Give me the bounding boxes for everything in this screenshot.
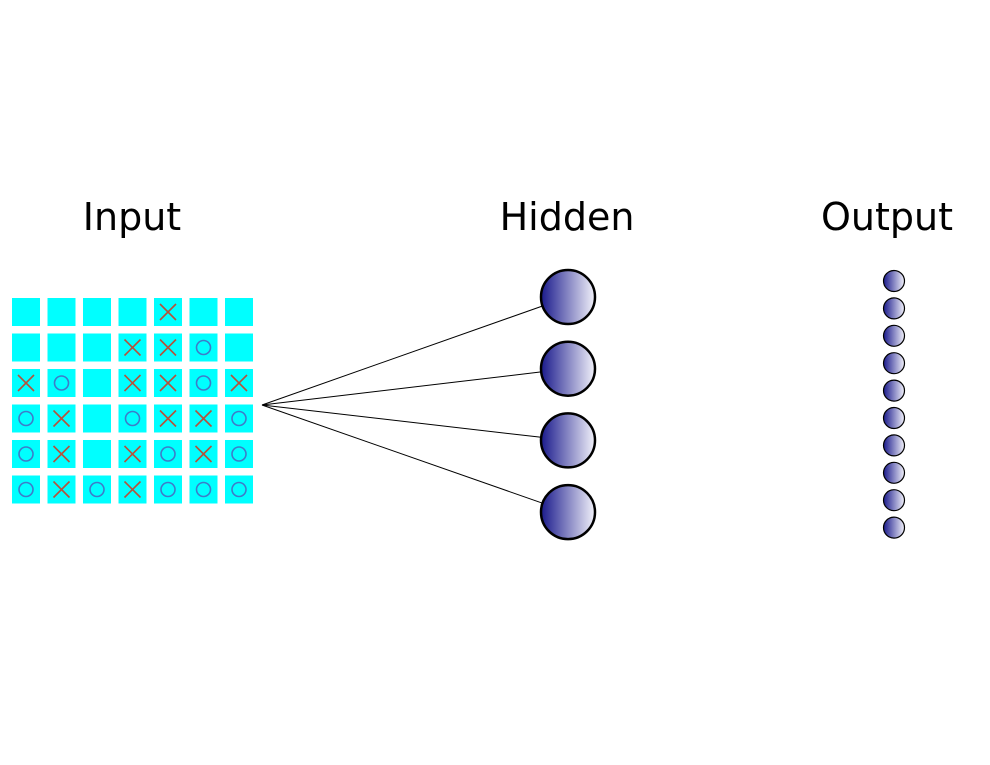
board-cell: [225, 369, 253, 397]
board-cell: [12, 369, 40, 397]
board-cell: [154, 440, 182, 468]
board-cell: [12, 404, 40, 433]
hidden-label: Hidden: [500, 195, 635, 239]
board-cell: [189, 333, 218, 362]
board-cell: [118, 369, 147, 397]
board-cell: [47, 440, 76, 468]
o-mark: [231, 410, 247, 427]
board-cell: [118, 333, 147, 362]
board-cell: [47, 333, 76, 362]
output-node: [882, 352, 906, 375]
board-cell: [118, 298, 147, 326]
x-mark: [52, 445, 71, 463]
output-node: [882, 489, 906, 512]
x-mark: [123, 338, 142, 357]
board-cell: [154, 404, 182, 433]
output-node: [882, 269, 906, 293]
board-cell: [83, 475, 111, 504]
output-node: [882, 406, 906, 430]
board-cell: [225, 404, 253, 433]
o-mark: [231, 481, 247, 498]
board-cell: [189, 440, 218, 468]
board-cell: [189, 404, 218, 433]
board-cell: [225, 475, 253, 504]
output-node: [882, 434, 906, 457]
board-cell: [47, 404, 76, 433]
board-cell: [154, 333, 182, 362]
board-cell: [118, 475, 147, 504]
hidden-node: [539, 340, 597, 397]
board-cell: [154, 475, 182, 504]
output-node: [882, 516, 906, 539]
o-mark: [89, 481, 105, 498]
board-cell: [189, 369, 218, 397]
o-mark: [18, 410, 34, 427]
board-cell: [47, 369, 76, 397]
x-mark: [194, 409, 213, 428]
board-cell: [83, 404, 111, 433]
x-mark: [194, 445, 213, 463]
x-mark: [52, 409, 71, 428]
o-mark: [53, 375, 70, 391]
x-mark: [230, 374, 248, 392]
board-cell: [12, 475, 40, 504]
board-cell: [118, 440, 147, 468]
connections: [261, 305, 543, 504]
board-cell: [189, 475, 218, 504]
o-mark: [18, 481, 34, 498]
x-mark: [123, 480, 142, 499]
hidden-node: [539, 268, 597, 326]
output-node: [882, 324, 906, 347]
hidden-node: [539, 483, 597, 541]
input-label: Input: [83, 195, 181, 239]
hidden-node: [539, 412, 597, 469]
board-cell: [83, 440, 111, 468]
o-mark: [124, 410, 141, 427]
output-node: [882, 379, 906, 402]
board-cell: [83, 298, 111, 326]
board-cell: [12, 298, 40, 326]
x-mark: [159, 374, 177, 392]
connection-line: [261, 371, 542, 406]
x-mark: [159, 338, 177, 357]
board-cell: [83, 333, 111, 362]
board-cell: [47, 298, 76, 326]
board-cell: [118, 404, 147, 433]
o-mark: [195, 375, 212, 391]
x-mark: [159, 303, 177, 321]
connection-line: [261, 404, 543, 504]
x-mark: [159, 409, 177, 428]
board-cell: [154, 369, 182, 397]
x-mark: [52, 480, 71, 499]
x-mark: [123, 445, 142, 463]
board-cell: [225, 440, 253, 468]
board-cell: [225, 298, 253, 326]
board-cell: [47, 475, 76, 504]
o-mark: [18, 446, 34, 462]
board-cell: [83, 369, 111, 397]
connection-line: [261, 305, 543, 406]
board-cell: [154, 298, 182, 326]
x-mark: [17, 374, 35, 392]
board-cell: [225, 333, 253, 362]
hidden-layer: [539, 268, 597, 541]
o-mark: [195, 339, 212, 356]
x-mark: [123, 374, 142, 392]
output-node: [882, 461, 906, 484]
board-cell: [12, 440, 40, 468]
input-board: [12, 298, 253, 504]
connection-line: [261, 404, 542, 438]
o-mark: [195, 481, 212, 498]
o-mark: [160, 446, 176, 462]
o-mark: [231, 446, 247, 462]
output-node: [882, 297, 906, 320]
o-mark: [160, 481, 176, 498]
board-cell: [12, 333, 40, 362]
output-layer: [882, 269, 906, 539]
board-cell: [189, 298, 218, 326]
output-label: Output: [821, 195, 953, 239]
